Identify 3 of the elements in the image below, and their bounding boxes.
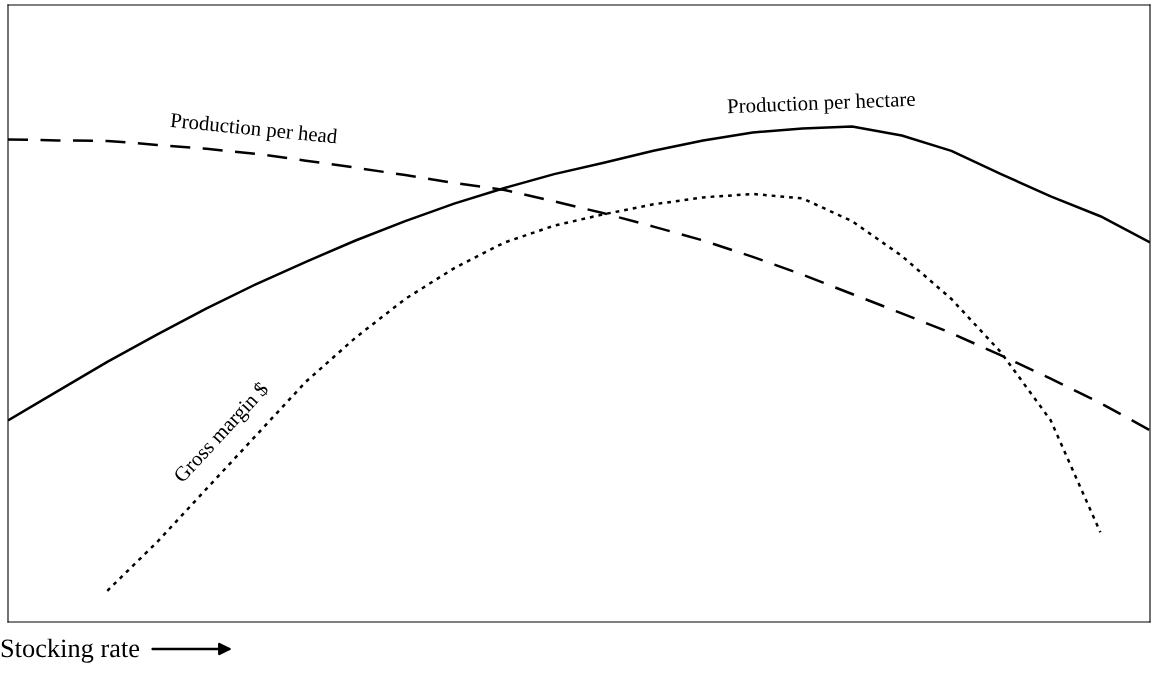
- series-label: Production per hectare: [727, 91, 916, 118]
- x-axis-title: Stocking rate: [1, 638, 140, 663]
- text: Production per head: [169, 112, 338, 148]
